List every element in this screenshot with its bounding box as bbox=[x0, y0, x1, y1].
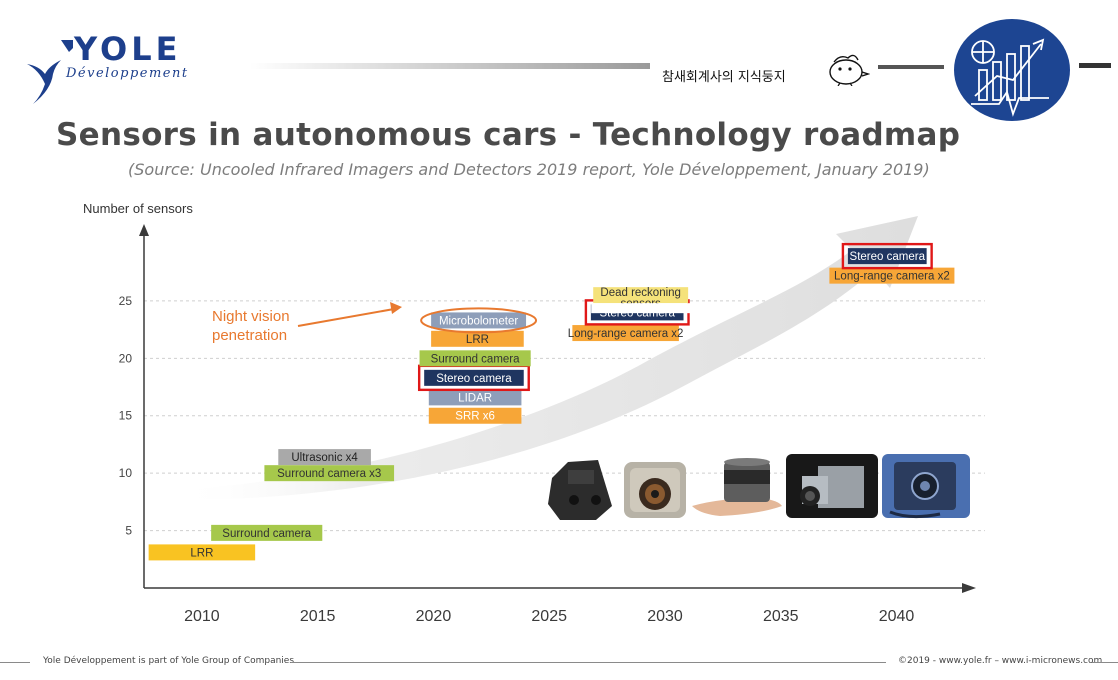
sensor-bar bbox=[847, 248, 927, 265]
x-tick-label: 2030 bbox=[647, 608, 683, 625]
y-axis-label: Number of sensors bbox=[83, 201, 193, 216]
x-axis-arrowhead bbox=[962, 583, 976, 593]
lidar-sensor-photo bbox=[692, 458, 782, 516]
sensor-item: Ultrasonic x4 bbox=[278, 449, 371, 466]
x-tick-label: 2010 bbox=[184, 608, 220, 625]
header-tagline: 참새회계사의 지식둥지 bbox=[662, 70, 786, 85]
footer-line-middle bbox=[292, 662, 886, 663]
footer-line-left bbox=[0, 662, 30, 663]
sensor-item: Long-range camera x2 bbox=[568, 325, 684, 342]
annotation-line-1: Night vision bbox=[212, 308, 290, 325]
sensor-label: Surround camera bbox=[431, 353, 520, 365]
sensor-label: Microbolometer bbox=[439, 315, 518, 327]
sensor-bar bbox=[428, 407, 522, 424]
sensor-bar bbox=[419, 350, 531, 367]
sensor-bar bbox=[431, 330, 524, 347]
yole-logo-subtitle: Développement bbox=[66, 66, 189, 81]
x-tick-label: 2035 bbox=[763, 608, 799, 625]
y-tick-label: 25 bbox=[119, 294, 133, 308]
sensor-item: SRR x6 bbox=[428, 407, 522, 424]
sensor-label: Ultrasonic x4 bbox=[291, 452, 358, 464]
sensor-bar bbox=[424, 369, 524, 386]
footer-left-text: Yole Développement is part of Yole Group… bbox=[43, 656, 295, 666]
highlight-box bbox=[841, 242, 933, 270]
radar-sensor-photo bbox=[882, 454, 970, 519]
yole-logo-text: YOLE bbox=[74, 30, 182, 68]
sensor-label: Surround camera bbox=[222, 528, 311, 540]
header-gradient-bar bbox=[250, 63, 650, 69]
sensor-label: Long-range camera x2 bbox=[568, 328, 684, 340]
y-tick-label: 20 bbox=[119, 351, 133, 365]
header-divider-right bbox=[878, 65, 944, 69]
annotation-ellipse bbox=[420, 307, 538, 334]
x-tick-label: 2015 bbox=[300, 608, 336, 625]
footer-right-text: ©2019 - www.yole.fr – www.i-micronews.co… bbox=[898, 656, 1103, 666]
sensor-item: Surround camera bbox=[211, 524, 323, 541]
label-occluder bbox=[591, 303, 691, 314]
annotation-arrowhead bbox=[390, 302, 402, 314]
sensor-bar bbox=[148, 544, 256, 561]
sensor-label: LIDAR bbox=[458, 392, 492, 404]
y-tick-label: 5 bbox=[125, 524, 132, 538]
sensor-item: Surround camera bbox=[419, 350, 531, 367]
x-tick-label: 2040 bbox=[879, 608, 915, 625]
camera-lens-module-photo bbox=[624, 462, 686, 518]
annotation-arrow-line bbox=[297, 308, 395, 327]
sensor-labels: LRR Surround camera Surround camera x3 Ultr… bbox=[148, 242, 955, 561]
sensor-item: Surround camera x3 bbox=[264, 465, 395, 482]
sensor-item: LRR bbox=[148, 544, 256, 561]
sensor-label: Stereo camera bbox=[850, 251, 926, 263]
y-tick-label: 10 bbox=[119, 466, 133, 480]
sensor-item: Dead reckoningsensors bbox=[591, 287, 691, 314]
sensor-item: LIDAR bbox=[428, 389, 522, 406]
y-tick-label: 15 bbox=[119, 409, 133, 423]
page-title: Sensors in autonomous cars - Technology … bbox=[56, 117, 961, 153]
sensor-label: Long-range camera x2 bbox=[834, 271, 950, 283]
x-tick-label: 2020 bbox=[416, 608, 452, 625]
sensor-photos bbox=[548, 454, 970, 520]
header-divider-far-right bbox=[1079, 63, 1111, 68]
night-vision-annotation: Night vision penetration bbox=[212, 302, 402, 344]
trend-arrow bbox=[178, 216, 918, 500]
sensor-item: Long-range camera x2 bbox=[829, 267, 955, 284]
sensor-bar bbox=[431, 312, 527, 329]
sensor-bar bbox=[211, 524, 323, 541]
sensor-item: Microbolometer bbox=[420, 307, 538, 334]
page-subtitle: (Source: Uncooled Infrared Imagers and D… bbox=[128, 160, 930, 179]
footer-line-right bbox=[1092, 662, 1118, 663]
growth-chart-emblem-icon bbox=[954, 19, 1070, 121]
x-tick-labels: 2010 2015 2020 2025 2030 2035 2040 bbox=[184, 608, 914, 625]
stereo-camera-module-photo bbox=[548, 460, 612, 520]
sensor-bar bbox=[278, 449, 371, 466]
sensor-item: Stereo camera bbox=[417, 364, 530, 392]
sensor-label: SRR x6 bbox=[455, 411, 495, 423]
annotation-line-2: penetration bbox=[212, 327, 287, 344]
axes bbox=[139, 224, 976, 593]
sensor-label: Stereo camera bbox=[436, 373, 512, 385]
sensor-bar bbox=[572, 325, 679, 342]
sparrow-doodle-icon bbox=[829, 54, 870, 86]
sensor-bar bbox=[428, 389, 522, 406]
sensor-bar bbox=[829, 267, 955, 284]
sensor-item: Stereo camera bbox=[841, 242, 933, 270]
sensor-item: LRR bbox=[431, 330, 524, 347]
x-tick-label: 2025 bbox=[531, 608, 567, 625]
sensor-label: Dead reckoning bbox=[600, 287, 681, 299]
sensor-bar bbox=[593, 287, 689, 304]
y-tick-labels: 5 10 15 20 25 bbox=[119, 294, 133, 538]
sensor-bar bbox=[264, 465, 395, 482]
y-axis-arrowhead bbox=[139, 224, 149, 236]
sensor-label: LRR bbox=[190, 547, 213, 559]
sensor-label: LRR bbox=[466, 334, 489, 346]
thermal-camera-photo bbox=[786, 454, 878, 518]
sensor-label: Surround camera x3 bbox=[277, 468, 381, 480]
yole-logo-mark-icon bbox=[27, 40, 73, 104]
